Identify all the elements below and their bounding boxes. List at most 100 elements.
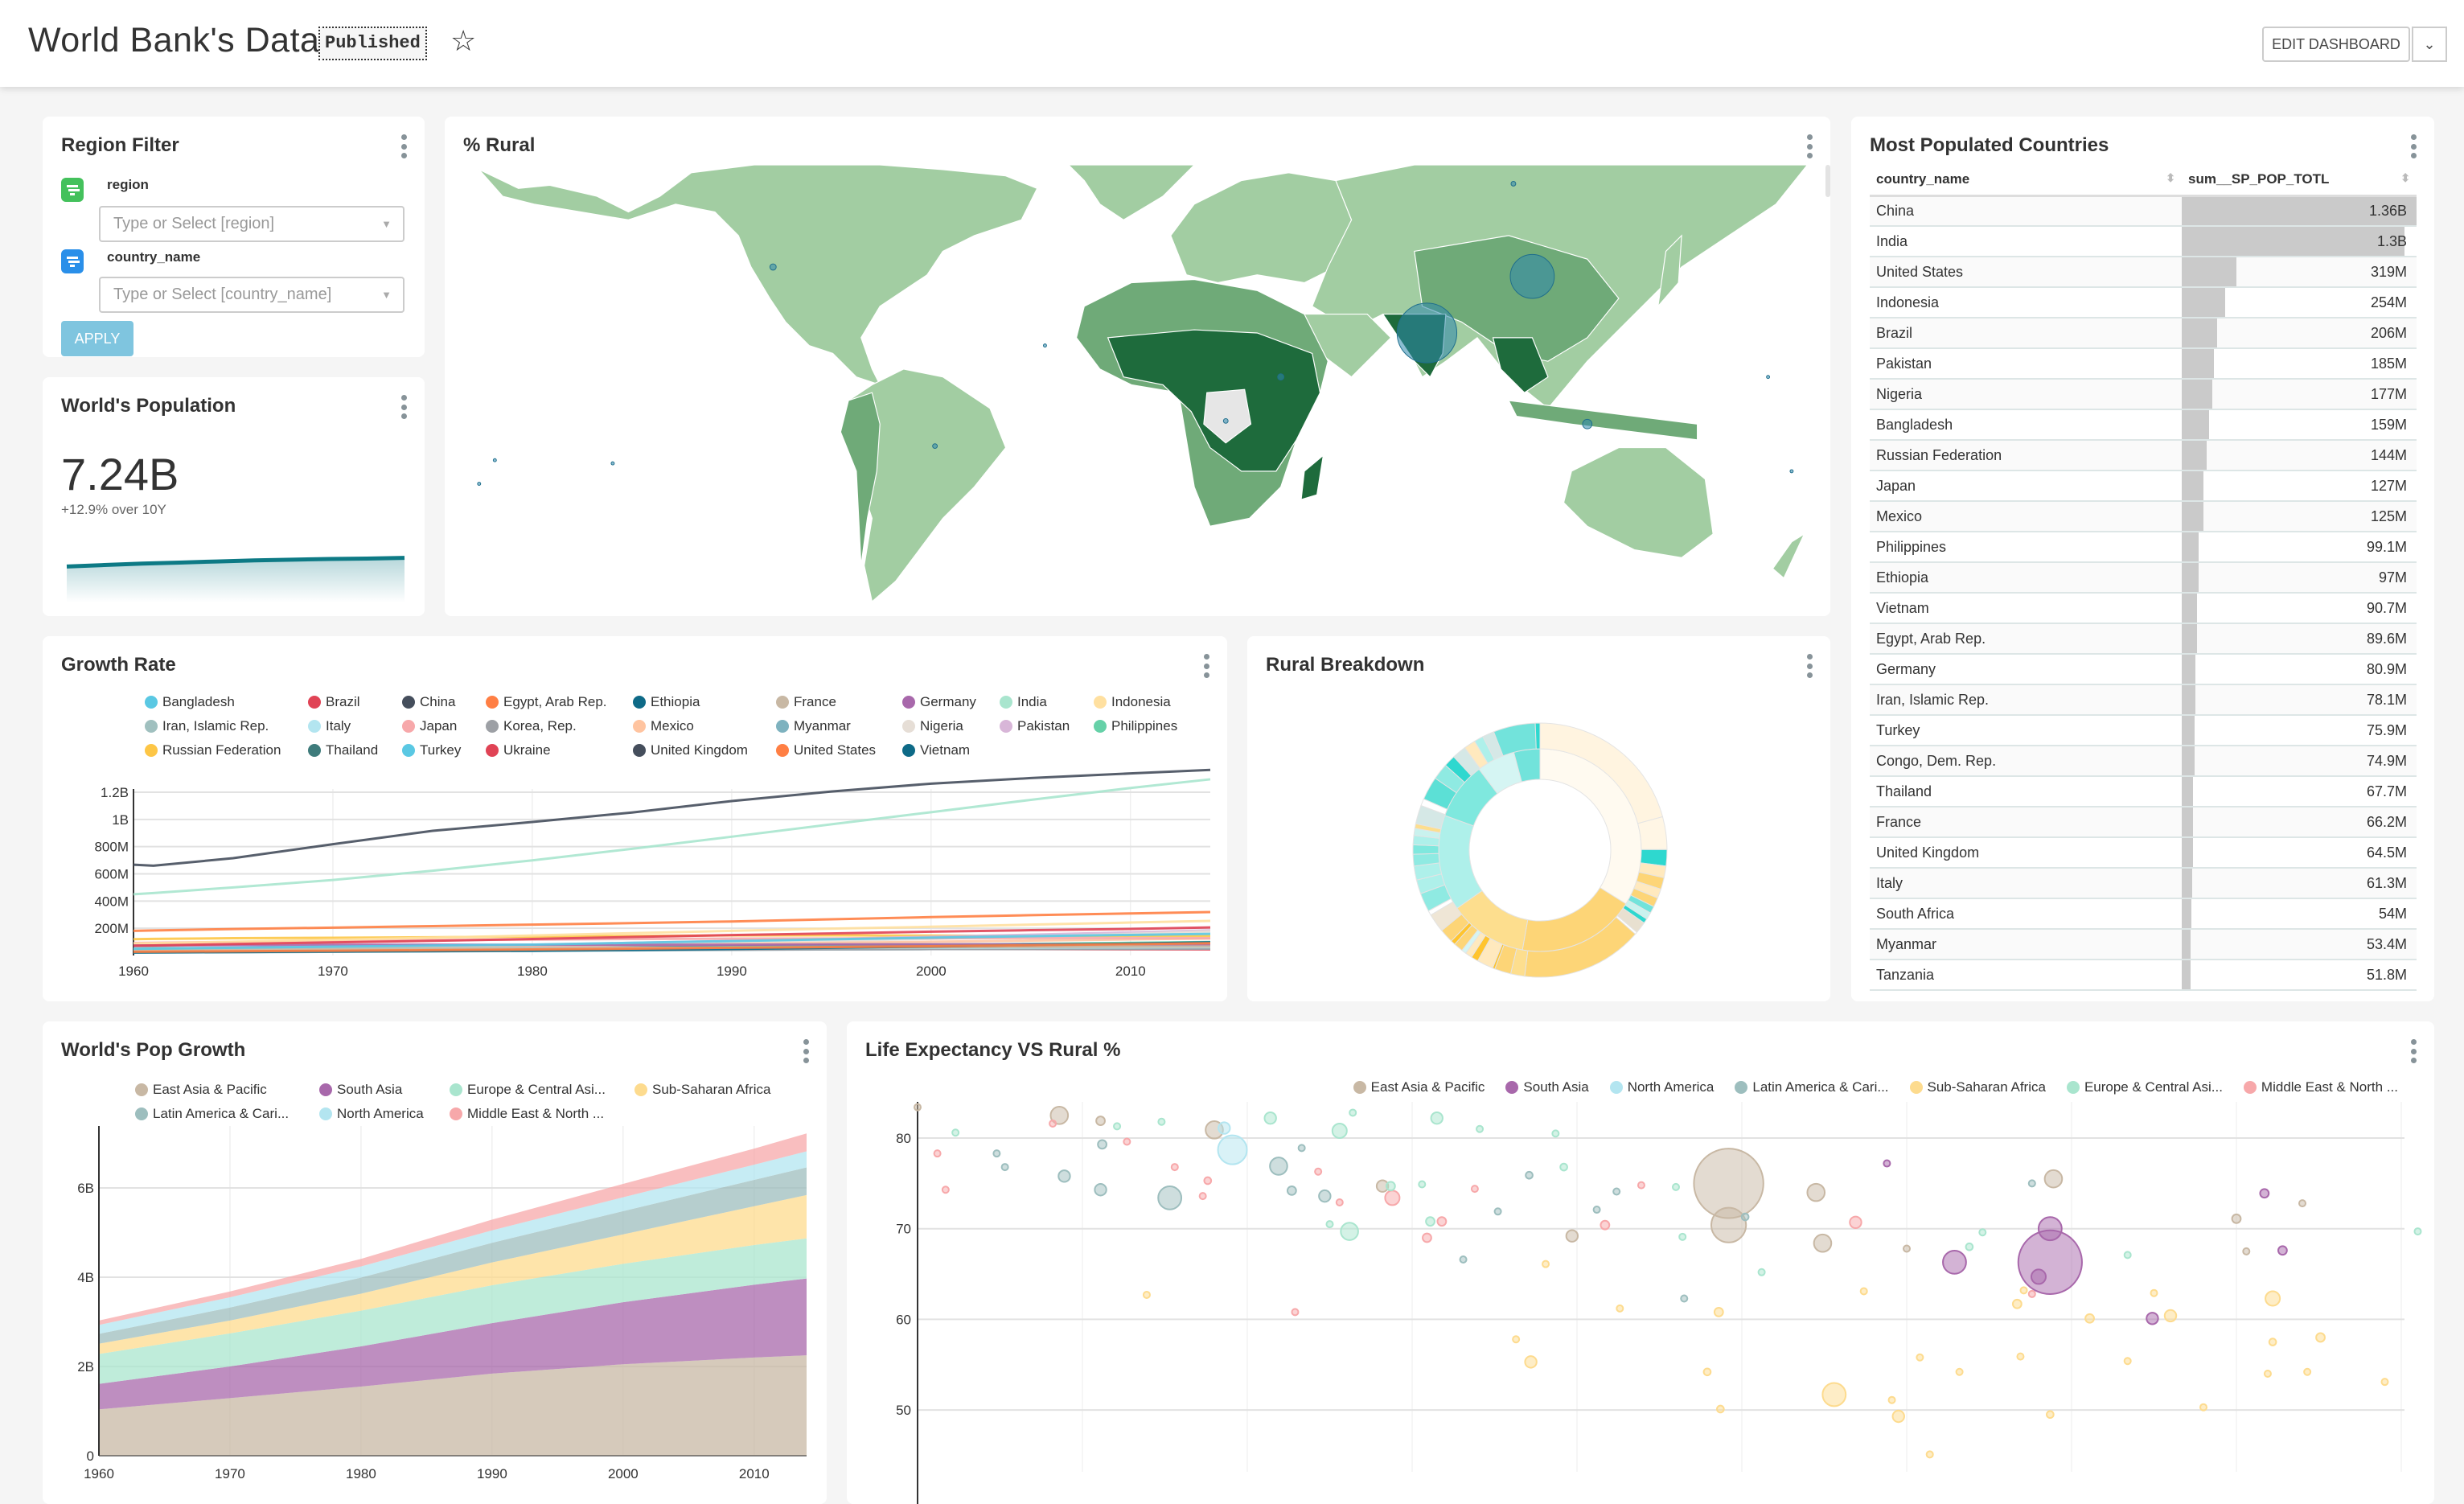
table-row[interactable]: Russian Federation 144M [1870, 440, 2417, 471]
bubble-point[interactable] [1524, 1355, 1538, 1369]
bubble-point[interactable] [1422, 1232, 1432, 1243]
bubble-point[interactable] [1094, 1183, 1107, 1197]
bubble-point[interactable] [1680, 1294, 1689, 1303]
bubble-point[interactable] [2413, 1227, 2422, 1236]
legend-item[interactable]: Middle East & North ... [450, 1106, 604, 1122]
bubble-point[interactable] [2150, 1288, 2158, 1297]
map-region-europe[interactable] [1170, 172, 1353, 284]
bubble-point[interactable] [1551, 1129, 1560, 1138]
table-row[interactable]: Bangladesh 159M [1870, 409, 2417, 441]
bubble-point[interactable] [1349, 1108, 1357, 1117]
more-vertical-icon[interactable] [1806, 134, 1813, 158]
column-header-population[interactable]: sum__SP_POP_TOTL ⬍ [2182, 165, 2417, 197]
bubble-point[interactable] [1418, 1180, 1427, 1189]
sunburst-outer-segment[interactable] [1412, 844, 1439, 855]
table-row[interactable]: Iran, Islamic Rep. 78.1M [1870, 684, 2417, 716]
bubble-point[interactable] [2163, 1309, 2178, 1323]
legend-item[interactable]: Vietnam [902, 742, 970, 758]
bubble-point[interactable] [1891, 1409, 1905, 1424]
bubble-point[interactable] [1925, 1450, 1934, 1459]
legend-item[interactable]: Europe & Central Asi... [2066, 1079, 2223, 1095]
bubble-point[interactable] [1269, 1157, 1288, 1176]
legend-item[interactable]: Sub-Saharan Africa [1909, 1079, 2046, 1095]
legend-item[interactable]: Russian Federation [145, 742, 281, 758]
bubble-point[interactable] [992, 1149, 1001, 1158]
legend-item[interactable]: East Asia & Pacific [1353, 1079, 1485, 1095]
map-region-madagascar[interactable] [1300, 454, 1324, 500]
map-region-andes[interactable] [840, 392, 881, 566]
legend-item[interactable]: United States [776, 742, 876, 758]
bubble-point[interactable] [2123, 1251, 2132, 1259]
sunburst-outer-segment[interactable] [1534, 722, 1541, 750]
legend-item[interactable]: Bangladesh [145, 694, 235, 710]
bubble-point[interactable] [2199, 1403, 2207, 1412]
legend-item[interactable]: Brazil [308, 694, 360, 710]
bubble-point[interactable] [1049, 1119, 1057, 1128]
bubble-point[interactable] [1157, 1117, 1166, 1126]
bubble-point[interactable] [1965, 1242, 1974, 1251]
map-region-north-america[interactable] [478, 165, 1038, 386]
table-row[interactable]: Indonesia 254M [1870, 287, 2417, 318]
bubble-point[interactable] [1123, 1137, 1131, 1146]
legend-item[interactable]: Sub-Saharan Africa [634, 1082, 770, 1098]
bubble-point[interactable] [2027, 1179, 2036, 1188]
more-vertical-icon[interactable] [2410, 134, 2417, 158]
bubble-point[interactable] [1702, 1367, 1712, 1377]
legend-item[interactable]: India [1000, 694, 1047, 710]
bubble-point[interactable] [2380, 1378, 2389, 1387]
map-region-australia[interactable] [1563, 446, 1714, 558]
apply-button[interactable]: APPLY [61, 321, 133, 356]
bubble-point[interactable] [1057, 1169, 1071, 1183]
bubble-point[interactable] [1142, 1290, 1151, 1299]
bubble-point[interactable] [1710, 1206, 1747, 1243]
bubble-point[interactable] [1859, 1287, 1868, 1296]
bubble-point[interactable] [2231, 1213, 2242, 1224]
bubble-point[interactable] [933, 1149, 942, 1158]
bubble-point[interactable] [1297, 1144, 1306, 1153]
bubble-point[interactable] [1678, 1232, 1687, 1241]
legend-item[interactable]: Italy [308, 718, 351, 734]
map-region-japan[interactable] [1657, 234, 1682, 308]
table-row[interactable]: United States 319M [1870, 257, 2417, 288]
bubble-point[interactable] [1512, 1335, 1521, 1344]
legend-item[interactable]: Germany [902, 694, 976, 710]
bubble-point[interactable] [1821, 1382, 1847, 1407]
bubble-point[interactable] [1883, 1159, 1891, 1168]
table-row[interactable]: Mexico 125M [1870, 501, 2417, 532]
bubble-point[interactable] [2242, 1247, 2251, 1255]
bubble-point[interactable] [1331, 1122, 1348, 1139]
sort-icon[interactable]: ⬍ [2166, 171, 2175, 185]
bubble-point[interactable] [1263, 1112, 1277, 1125]
table-row[interactable]: China 1.36B [1870, 195, 2417, 227]
bubble-point[interactable] [1542, 1259, 1550, 1268]
table-row[interactable]: Tanzania 51.8M [1870, 960, 2417, 991]
bubble-point[interactable] [2303, 1367, 2312, 1376]
bubble-point[interactable] [1385, 1181, 1396, 1192]
bubble-point[interactable] [1493, 1207, 1502, 1216]
legend-item[interactable]: South Asia [1505, 1079, 1589, 1095]
table-row[interactable]: Egypt, Arab Rep. 89.6M [1870, 623, 2417, 655]
bubble-point[interactable] [2016, 1352, 2025, 1361]
country-name-select[interactable]: Type or Select [country_name] ▼ [99, 277, 405, 313]
bubble-point[interactable] [1525, 1170, 1534, 1180]
bubble-point[interactable] [1903, 1244, 1911, 1253]
sort-icon[interactable]: ⬍ [2400, 171, 2410, 185]
bubble-point[interactable] [2027, 1289, 2036, 1298]
legend-item[interactable]: Ukraine [486, 742, 551, 758]
bubble-point[interactable] [2265, 1290, 2281, 1307]
more-vertical-icon[interactable] [1806, 654, 1813, 678]
table-row[interactable]: Nigeria 177M [1870, 379, 2417, 410]
legend-item[interactable]: Nigeria [902, 718, 963, 734]
bubble-point[interactable] [2084, 1313, 2095, 1324]
bubble-point[interactable] [1916, 1353, 1924, 1362]
bubble-point[interactable] [1095, 1116, 1106, 1126]
more-vertical-icon[interactable] [803, 1039, 809, 1063]
map-region-new-zealand[interactable] [1772, 532, 1805, 579]
table-row[interactable]: Brazil 206M [1870, 318, 2417, 349]
more-vertical-icon[interactable] [1203, 654, 1209, 678]
legend-item[interactable]: Philippines [1094, 718, 1177, 734]
legend-item[interactable]: North America [1609, 1079, 1714, 1095]
bubble-point[interactable] [941, 1186, 950, 1194]
bubble-point[interactable] [2037, 1216, 2063, 1242]
bubble-point[interactable] [2123, 1357, 2132, 1366]
